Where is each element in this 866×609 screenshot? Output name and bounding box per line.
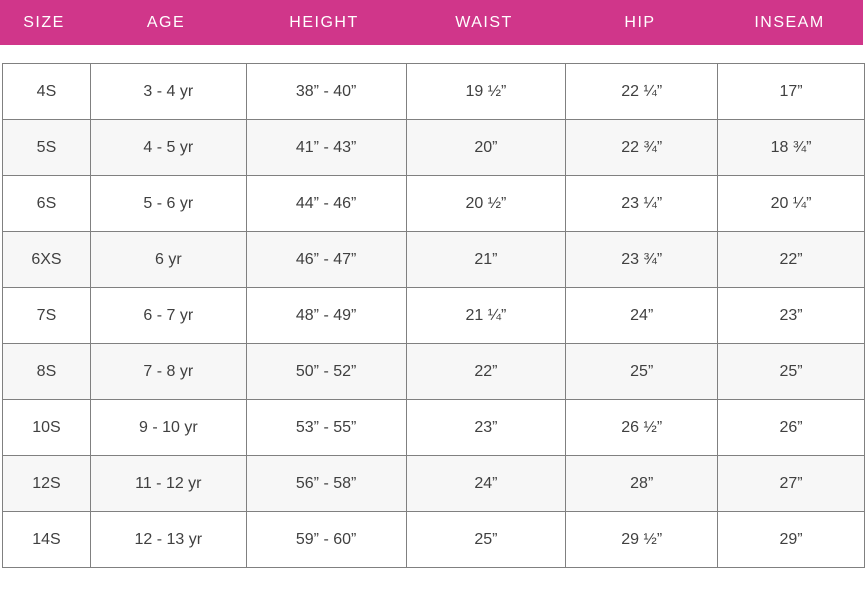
cell-height: 59” - 60”: [246, 512, 406, 568]
size-chart: SIZE AGE HEIGHT WAIST HIP INSEAM 4S 3 - …: [0, 0, 866, 568]
col-header-size: SIZE: [0, 0, 88, 45]
cell-waist: 21 ¼”: [406, 288, 566, 344]
cell-size: 8S: [3, 344, 91, 400]
table-row: 8S 7 - 8 yr 50” - 52” 22” 25” 25”: [3, 344, 865, 400]
col-header-waist: WAIST: [404, 0, 564, 45]
cell-hip: 28”: [566, 456, 718, 512]
cell-waist: 20”: [406, 120, 566, 176]
cell-height: 44” - 46”: [246, 176, 406, 232]
cell-inseam: 26”: [718, 400, 865, 456]
cell-height: 50” - 52”: [246, 344, 406, 400]
col-header-hip: HIP: [564, 0, 716, 45]
size-table-body: 4S 3 - 4 yr 38” - 40” 19 ½” 22 ¼” 17” 5S…: [2, 63, 865, 568]
cell-hip: 22 ¼”: [566, 64, 718, 120]
cell-waist: 23”: [406, 400, 566, 456]
cell-height: 53” - 55”: [246, 400, 406, 456]
cell-height: 56” - 58”: [246, 456, 406, 512]
col-header-height: HEIGHT: [244, 0, 404, 45]
table-row: 14S 12 - 13 yr 59” - 60” 25” 29 ½” 29”: [3, 512, 865, 568]
cell-inseam: 18 ¾”: [718, 120, 865, 176]
cell-waist: 20 ½”: [406, 176, 566, 232]
cell-age: 7 - 8 yr: [90, 344, 246, 400]
cell-age: 11 - 12 yr: [90, 456, 246, 512]
cell-age: 6 yr: [90, 232, 246, 288]
cell-hip: 26 ½”: [566, 400, 718, 456]
cell-hip: 29 ½”: [566, 512, 718, 568]
cell-height: 38” - 40”: [246, 64, 406, 120]
cell-hip: 23 ¼”: [566, 176, 718, 232]
cell-size: 14S: [3, 512, 91, 568]
cell-size: 4S: [3, 64, 91, 120]
cell-size: 12S: [3, 456, 91, 512]
cell-waist: 22”: [406, 344, 566, 400]
cell-age: 3 - 4 yr: [90, 64, 246, 120]
cell-hip: 23 ¾”: [566, 232, 718, 288]
table-row: 10S 9 - 10 yr 53” - 55” 23” 26 ½” 26”: [3, 400, 865, 456]
cell-inseam: 29”: [718, 512, 865, 568]
col-header-age: AGE: [88, 0, 244, 45]
table-row: 12S 11 - 12 yr 56” - 58” 24” 28” 27”: [3, 456, 865, 512]
cell-hip: 22 ¾”: [566, 120, 718, 176]
cell-hip: 25”: [566, 344, 718, 400]
cell-age: 12 - 13 yr: [90, 512, 246, 568]
cell-size: 6XS: [3, 232, 91, 288]
cell-size: 5S: [3, 120, 91, 176]
table-rows: 4S 3 - 4 yr 38” - 40” 19 ½” 22 ¼” 17” 5S…: [3, 64, 865, 568]
cell-inseam: 23”: [718, 288, 865, 344]
cell-size: 6S: [3, 176, 91, 232]
cell-size: 10S: [3, 400, 91, 456]
cell-age: 9 - 10 yr: [90, 400, 246, 456]
cell-waist: 24”: [406, 456, 566, 512]
cell-inseam: 25”: [718, 344, 865, 400]
cell-height: 46” - 47”: [246, 232, 406, 288]
table-row: 6XS 6 yr 46” - 47” 21” 23 ¾” 22”: [3, 232, 865, 288]
cell-inseam: 20 ¼”: [718, 176, 865, 232]
cell-waist: 21”: [406, 232, 566, 288]
col-header-inseam: INSEAM: [716, 0, 863, 45]
cell-age: 4 - 5 yr: [90, 120, 246, 176]
cell-hip: 24”: [566, 288, 718, 344]
table-row: 4S 3 - 4 yr 38” - 40” 19 ½” 22 ¼” 17”: [3, 64, 865, 120]
cell-age: 6 - 7 yr: [90, 288, 246, 344]
table-row: 5S 4 - 5 yr 41” - 43” 20” 22 ¾” 18 ¾”: [3, 120, 865, 176]
table-header-row: SIZE AGE HEIGHT WAIST HIP INSEAM: [0, 0, 863, 45]
cell-inseam: 17”: [718, 64, 865, 120]
cell-height: 48” - 49”: [246, 288, 406, 344]
cell-waist: 25”: [406, 512, 566, 568]
cell-age: 5 - 6 yr: [90, 176, 246, 232]
cell-size: 7S: [3, 288, 91, 344]
cell-waist: 19 ½”: [406, 64, 566, 120]
cell-inseam: 27”: [718, 456, 865, 512]
cell-inseam: 22”: [718, 232, 865, 288]
table-row: 6S 5 - 6 yr 44” - 46” 20 ½” 23 ¼” 20 ¼”: [3, 176, 865, 232]
cell-height: 41” - 43”: [246, 120, 406, 176]
table-row: 7S 6 - 7 yr 48” - 49” 21 ¼” 24” 23”: [3, 288, 865, 344]
